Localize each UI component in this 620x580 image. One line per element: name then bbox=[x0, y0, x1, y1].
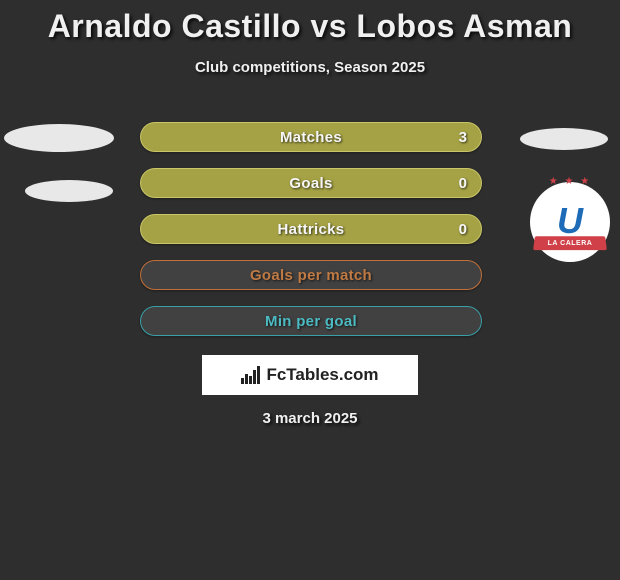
fctables-watermark: FcTables.com bbox=[202, 355, 418, 395]
stat-bar: Min per goal bbox=[140, 306, 482, 336]
bar-chart-icon bbox=[241, 366, 260, 384]
badge-stars-icon: ★ ★ ★ bbox=[549, 176, 591, 187]
stat-bar-label: Goals bbox=[289, 175, 332, 192]
stat-bar-label: Matches bbox=[280, 129, 342, 146]
date-label: 3 march 2025 bbox=[0, 410, 620, 427]
stat-bar-value: 0 bbox=[459, 175, 467, 192]
stat-bar-label: Min per goal bbox=[265, 313, 357, 330]
avatar-placeholder-left-2 bbox=[25, 180, 113, 202]
stat-bar: Hattricks 0 bbox=[140, 214, 482, 244]
stat-bar: Goals per match bbox=[140, 260, 482, 290]
stat-bar-value: 3 bbox=[459, 129, 467, 146]
stat-bar: Matches 3 bbox=[140, 122, 482, 152]
badge-letter: U bbox=[557, 203, 583, 239]
page-title: Arnaldo Castillo vs Lobos Asman bbox=[0, 0, 620, 45]
stat-bars: Matches 3 Goals 0 Hattricks 0 Goals per match M… bbox=[140, 122, 482, 352]
stat-bar-label: Hattricks bbox=[278, 221, 345, 238]
avatar-placeholder-right-1 bbox=[520, 128, 608, 150]
stat-bar-value: 0 bbox=[459, 221, 467, 238]
badge-base bbox=[545, 250, 595, 256]
club-badge: ★ ★ ★ U LA CALERA bbox=[530, 182, 610, 262]
stat-bar: Goals 0 bbox=[140, 168, 482, 198]
fctables-text: FcTables.com bbox=[266, 365, 378, 385]
stat-bar-label: Goals per match bbox=[250, 267, 372, 284]
page-subtitle: Club competitions, Season 2025 bbox=[0, 59, 620, 76]
badge-ribbon-text: LA CALERA bbox=[547, 240, 592, 247]
avatar-placeholder-left-1 bbox=[4, 124, 114, 152]
badge-ribbon: LA CALERA bbox=[533, 236, 607, 250]
